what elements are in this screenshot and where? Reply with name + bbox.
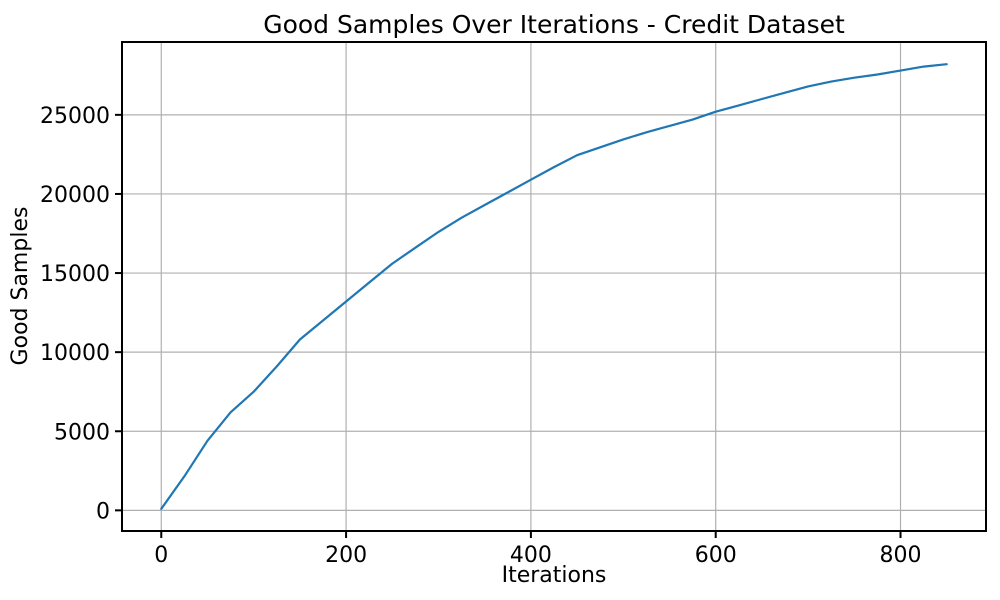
y-tick-label: 0	[96, 499, 110, 524]
x-tick-label: 200	[325, 543, 367, 568]
y-axis-label: Good Samples	[8, 207, 33, 366]
axes-layer	[121, 41, 987, 532]
x-tick-label: 800	[880, 543, 922, 568]
y-tick-label: 5000	[54, 420, 110, 445]
grid-layer	[122, 42, 986, 531]
x-tick-label: 0	[154, 543, 168, 568]
x-tick-label: 400	[510, 543, 552, 568]
chart-title: Good Samples Over Iterations - Credit Da…	[263, 10, 845, 39]
y-tick-label: 20000	[40, 183, 110, 208]
plot-border	[121, 41, 987, 532]
y-tick-label: 25000	[40, 104, 110, 129]
data-line	[160, 63, 948, 510]
y-tick-label: 10000	[40, 341, 110, 366]
line-layer	[160, 63, 948, 510]
y-tick-label: 15000	[40, 262, 110, 287]
ticks-layer: 0 200 400 600 800 0 5000 10000 15000 20000 25000	[40, 104, 922, 568]
x-axis-label: Iterations	[502, 563, 607, 588]
x-tick-label: 600	[695, 543, 737, 568]
